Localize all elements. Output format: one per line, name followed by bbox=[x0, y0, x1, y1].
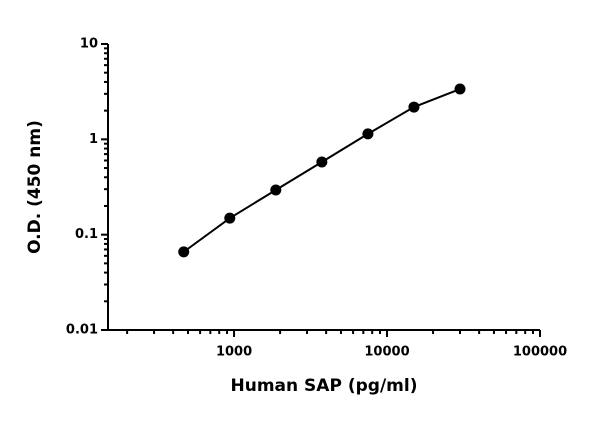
y-tick-label: 10 bbox=[80, 37, 98, 52]
x-tick-label: 10000 bbox=[364, 345, 409, 360]
point bbox=[316, 156, 328, 168]
y-tick-label: 1 bbox=[89, 132, 98, 147]
x-tick-label: 1000 bbox=[216, 345, 252, 360]
point bbox=[362, 128, 374, 140]
x-tick-label: 100000 bbox=[513, 345, 567, 360]
fit-curve bbox=[183, 88, 461, 253]
point bbox=[408, 101, 420, 113]
point bbox=[454, 83, 466, 95]
point bbox=[178, 246, 190, 258]
y-tick-label: 0.01 bbox=[66, 323, 98, 338]
point bbox=[270, 184, 282, 196]
x-axis-title: Human SAP (pg/ml) bbox=[231, 376, 418, 396]
y-tick-label: 0.1 bbox=[75, 227, 98, 242]
y-axis-title: O.D. (450 nm) bbox=[25, 120, 45, 254]
point bbox=[224, 212, 236, 224]
